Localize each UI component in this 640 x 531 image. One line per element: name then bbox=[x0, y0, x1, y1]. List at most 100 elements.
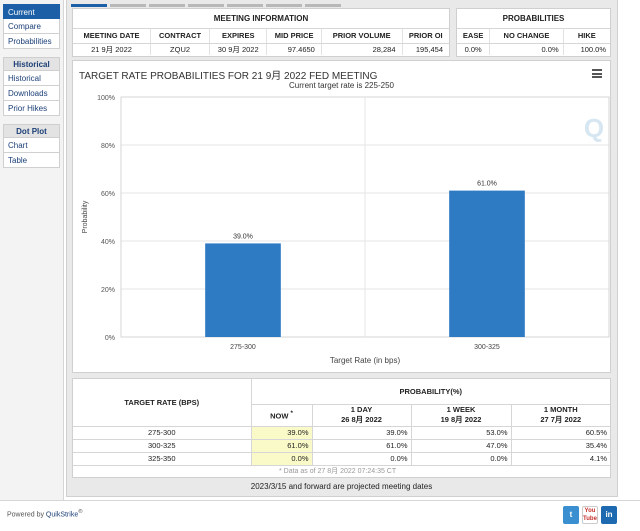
tab-2[interactable] bbox=[110, 4, 146, 7]
now-cell: 39.0% bbox=[251, 426, 313, 440]
sidebar-item-downloads[interactable]: Downloads bbox=[3, 86, 60, 101]
header-1-month-top: 1 MONTH bbox=[543, 405, 578, 414]
sidebar-item-current[interactable]: Current bbox=[3, 4, 60, 19]
now-cell: 61.0% bbox=[251, 439, 313, 453]
meeting-info-title: MEETING INFORMATION bbox=[73, 9, 449, 29]
header-1-day: 1 DAY 26 8月 2022 bbox=[312, 404, 412, 427]
y-tick-label: 0% bbox=[105, 335, 115, 342]
y-tick-label: 40% bbox=[101, 239, 115, 246]
header-no-change: NO CHANGE bbox=[489, 29, 564, 44]
y-tick-label: 20% bbox=[101, 287, 115, 294]
bar bbox=[205, 243, 281, 337]
chart-panel: TARGET RATE PROBABILITIES FOR 21 9月 2022… bbox=[72, 60, 611, 373]
contract-value: ZQU2 bbox=[150, 43, 211, 55]
data-label: 61.0% bbox=[477, 181, 497, 188]
sidebar-heading-dot-plot: Dot Plot bbox=[3, 124, 60, 138]
day-cell: 0.0% bbox=[312, 452, 412, 466]
watermark-logo: Q bbox=[584, 113, 604, 143]
rate-cell: 325-350 bbox=[73, 452, 252, 466]
x-tick-label: 275-300 bbox=[230, 344, 256, 351]
powered-by-label: Powered by bbox=[7, 511, 44, 519]
header-ease: EASE bbox=[457, 29, 491, 44]
y-tick-label: 100% bbox=[97, 95, 115, 102]
youtube-icon[interactable]: You Tube bbox=[582, 506, 598, 524]
header-expires: EXPIRES bbox=[209, 29, 268, 44]
no-change-value: 0.0% bbox=[489, 43, 564, 55]
ease-value: 0.0% bbox=[457, 43, 491, 55]
sidebar: Current Compare Probabilities Historical… bbox=[0, 0, 64, 500]
quikstrike-link[interactable]: QuikStrike bbox=[45, 511, 79, 519]
footer: Powered by QuikStrike® bbox=[0, 500, 640, 531]
data-label: 39.0% bbox=[233, 233, 253, 240]
header-now: NOW * bbox=[251, 404, 313, 427]
header-prior-oi: PRIOR OI bbox=[402, 29, 449, 44]
header-now-label: NOW bbox=[270, 411, 289, 421]
tab-1[interactable] bbox=[71, 4, 107, 7]
x-axis-label: Target Rate (in bps) bbox=[330, 356, 401, 365]
tab-7[interactable] bbox=[305, 4, 341, 7]
header-now-mark: * bbox=[290, 409, 293, 417]
linkedin-icon[interactable]: in bbox=[601, 506, 617, 524]
sidebar-item-prior-hikes[interactable]: Prior Hikes bbox=[3, 101, 60, 116]
twitter-icon[interactable]: t bbox=[563, 506, 579, 524]
brand-mark: ® bbox=[78, 509, 83, 515]
header-1-week-bottom: 19 8月 2022 bbox=[440, 415, 482, 424]
y-tick-label: 80% bbox=[101, 143, 115, 150]
tab-strip bbox=[71, 0, 344, 7]
y-tick-label: 60% bbox=[101, 191, 115, 198]
header-1-week: 1 WEEK 19 8月 2022 bbox=[411, 404, 512, 427]
tab-3[interactable] bbox=[149, 4, 185, 7]
tab-6[interactable] bbox=[266, 4, 302, 7]
bar bbox=[449, 190, 525, 337]
y-axis-label: Probability bbox=[82, 200, 89, 233]
header-target-rate: TARGET RATE (BPS) bbox=[73, 379, 252, 427]
prior-volume-value: 28,284 bbox=[321, 43, 403, 55]
probabilities-panel: PROBABILITIES EASE NO CHANGE HIKE 0.0% 0… bbox=[456, 8, 611, 57]
plot-area bbox=[120, 96, 610, 338]
rate-cell: 300-325 bbox=[73, 439, 252, 453]
data-asof-note: * Data as of 27 8月 2022 07:24:35 CT bbox=[279, 468, 397, 476]
rate-cell: 275-300 bbox=[73, 426, 252, 440]
sidebar-item-chart[interactable]: Chart bbox=[3, 138, 60, 153]
probabilities-title: PROBABILITIES bbox=[457, 9, 610, 29]
week-cell: 47.0% bbox=[411, 439, 512, 453]
chart-menu-icon[interactable] bbox=[592, 69, 602, 78]
header-1-month: 1 MONTH 27 7月 2022 bbox=[511, 404, 610, 427]
day-cell: 61.0% bbox=[312, 439, 412, 453]
meeting-date-value: 21 9月 2022 bbox=[73, 43, 152, 55]
chart-title: TARGET RATE PROBABILITIES FOR 21 9月 2022… bbox=[79, 71, 378, 82]
powered-by: Powered by QuikStrike® bbox=[7, 509, 83, 518]
expires-value: 30 9月 2022 bbox=[209, 43, 268, 55]
month-cell: 4.1% bbox=[511, 452, 610, 466]
table-row: 300-325 61.0% 61.0% 47.0% 35.4% bbox=[73, 439, 610, 453]
day-cell: 39.0% bbox=[312, 426, 412, 440]
meeting-info-panel: MEETING INFORMATION MEETING DATE CONTRAC… bbox=[72, 8, 450, 57]
mid-price-value: 97.4650 bbox=[266, 43, 322, 55]
sidebar-item-probabilities[interactable]: Probabilities bbox=[3, 34, 60, 49]
month-cell: 35.4% bbox=[511, 439, 610, 453]
tab-5[interactable] bbox=[227, 4, 263, 7]
header-1-month-bottom: 27 7月 2022 bbox=[540, 415, 582, 424]
table-row: 275-300 39.0% 39.0% 53.0% 60.5% bbox=[73, 426, 610, 440]
header-meeting-date: MEETING DATE bbox=[73, 29, 152, 44]
chart-subtitle: Current target rate is 225-250 bbox=[289, 81, 394, 90]
prior-oi-value: 195,454 bbox=[415, 44, 443, 54]
probability-table: TARGET RATE (BPS) PROBABILITY(%) NOW * 1… bbox=[73, 379, 610, 477]
sidebar-heading-historical: Historical bbox=[3, 57, 60, 71]
tab-4[interactable] bbox=[188, 4, 224, 7]
header-prior-volume: PRIOR VOLUME bbox=[321, 29, 403, 44]
probabilities-table: EASE NO CHANGE HIKE 0.0% 0.0% 100.0% bbox=[457, 29, 610, 55]
sidebar-item-historical[interactable]: Historical bbox=[3, 71, 60, 86]
month-cell: 60.5% bbox=[511, 426, 610, 440]
hike-value: 100.0% bbox=[580, 44, 606, 54]
header-contract: CONTRACT bbox=[150, 29, 211, 44]
sidebar-item-compare[interactable]: Compare bbox=[3, 19, 60, 34]
header-probability: PROBABILITY(%) bbox=[251, 379, 610, 405]
week-cell: 53.0% bbox=[411, 426, 512, 440]
projected-dates-note: 2023/3/15 and forward are projected meet… bbox=[250, 482, 433, 491]
sidebar-item-table[interactable]: Table bbox=[3, 153, 60, 168]
header-1-day-bottom: 26 8月 2022 bbox=[341, 415, 382, 424]
x-tick-label: 300-325 bbox=[474, 344, 500, 351]
bar-chart: 0% 20% 40% 60% 80% 100% Q 39.0% 275-300 61.0% 300-… bbox=[82, 95, 610, 365]
week-cell: 0.0% bbox=[411, 452, 512, 466]
